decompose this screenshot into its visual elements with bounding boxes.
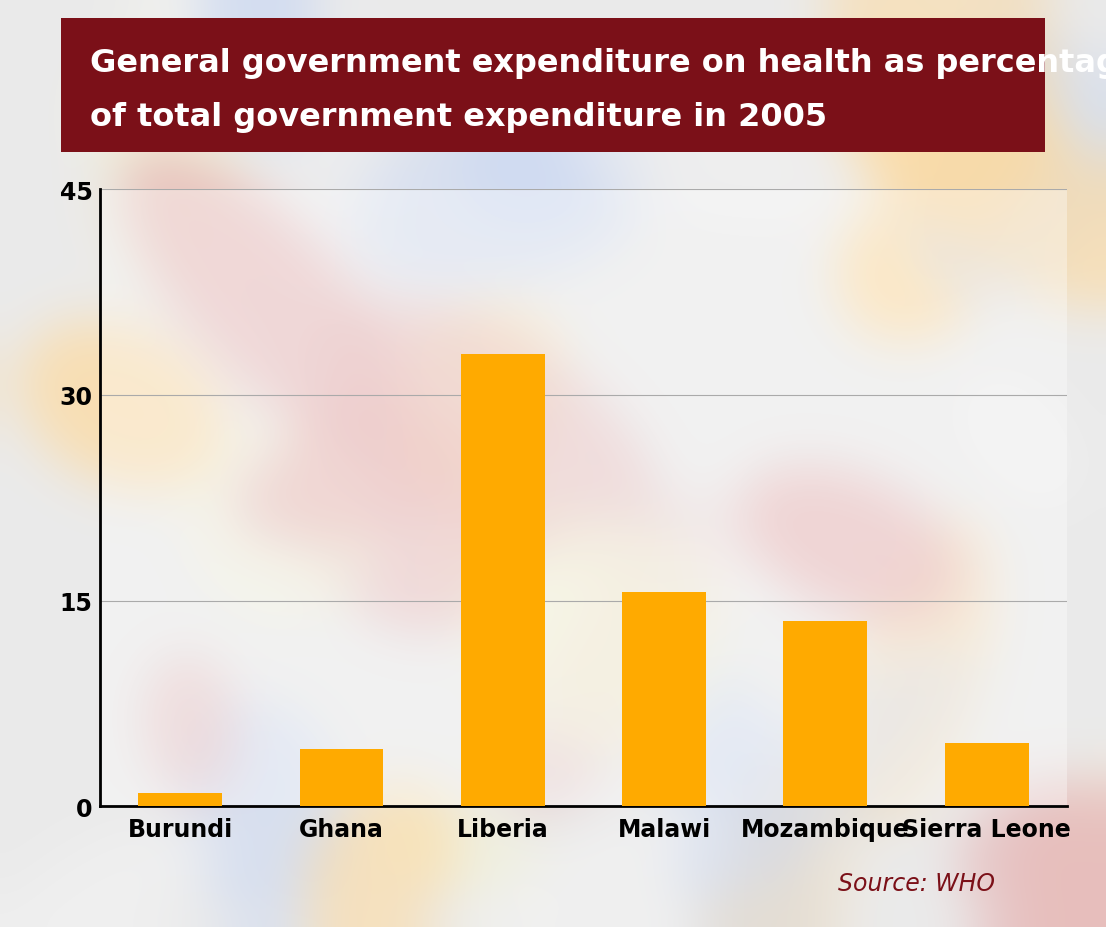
Bar [300,749,384,806]
Bar [945,743,1029,806]
Bar [461,354,544,806]
Text: Source: WHO: Source: WHO [838,870,995,895]
FancyBboxPatch shape [100,190,1067,806]
FancyBboxPatch shape [61,19,1045,153]
Bar [622,592,706,806]
Text: General government expenditure on health as percentage: General government expenditure on health… [91,48,1106,79]
Text: of total government expenditure in 2005: of total government expenditure in 2005 [91,102,827,133]
Bar [783,621,867,806]
Bar [138,793,222,806]
